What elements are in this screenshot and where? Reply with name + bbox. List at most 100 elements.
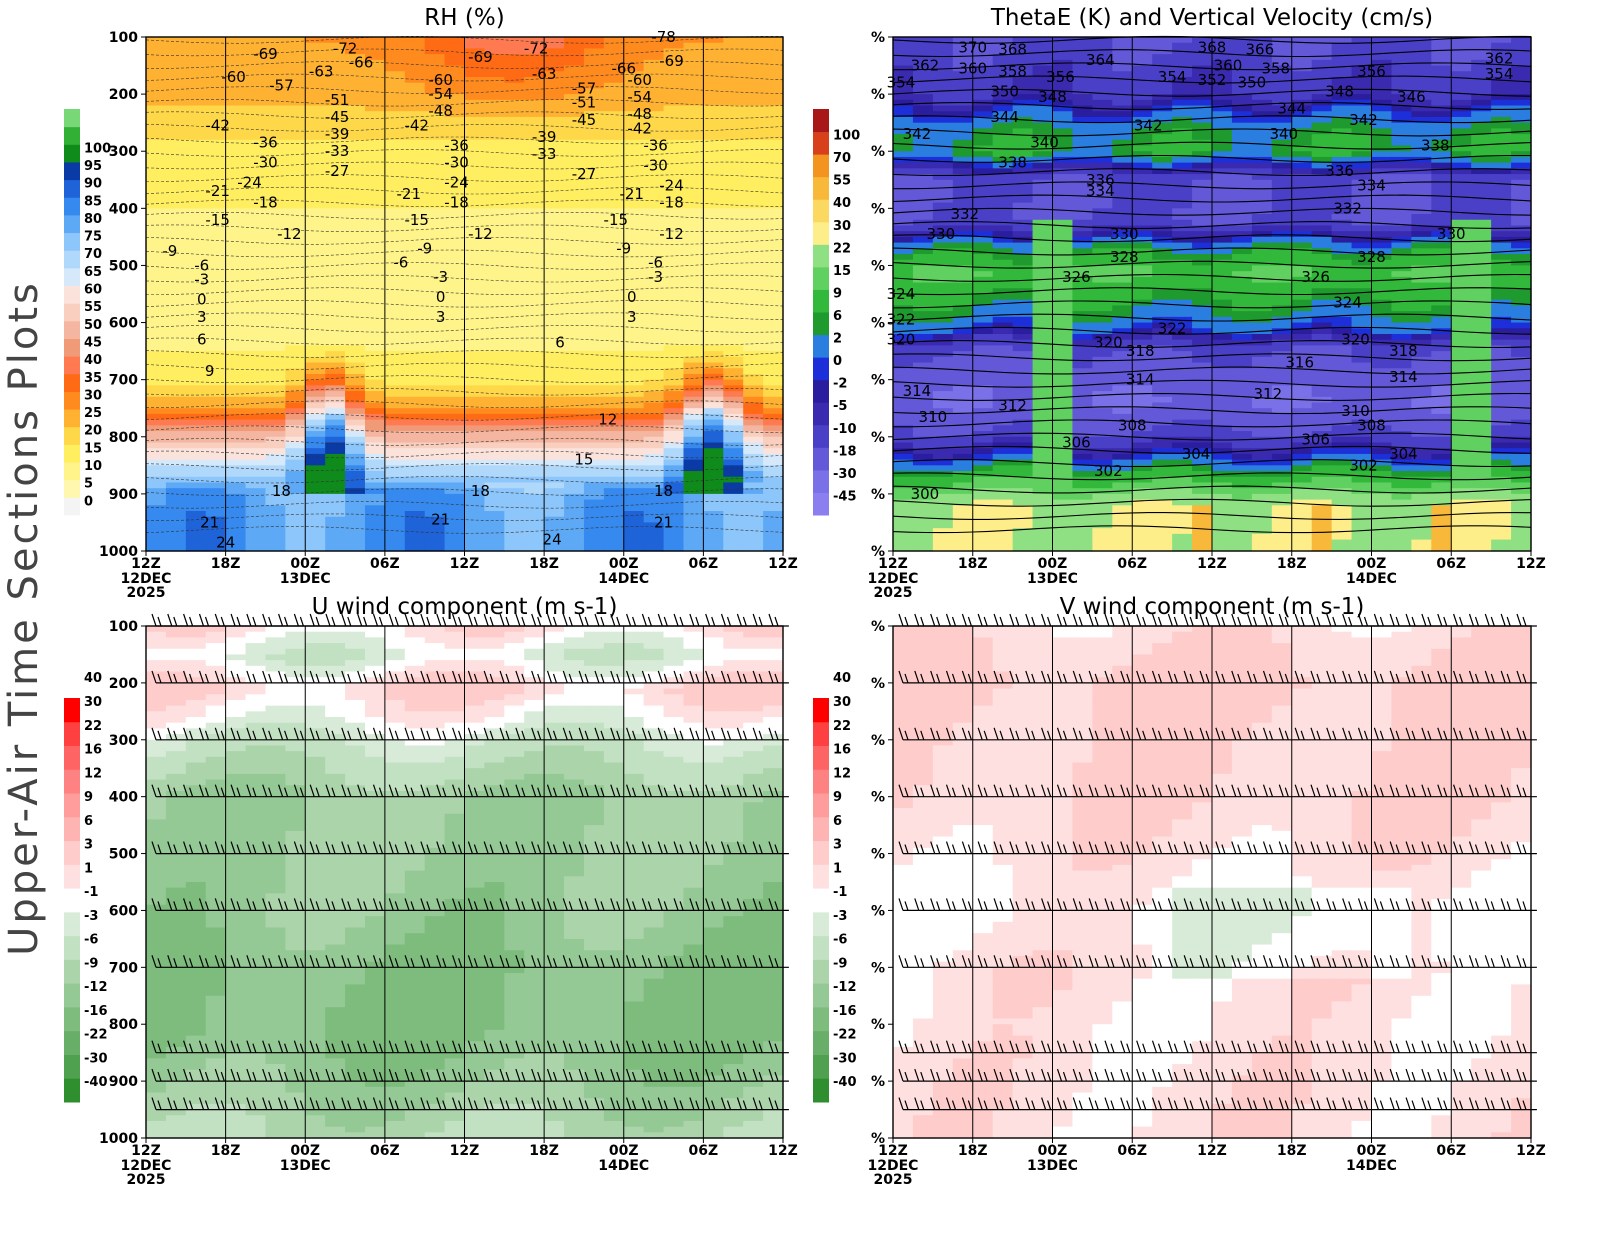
colorbar-label: 16 <box>833 743 851 758</box>
contour-label: 314 <box>903 382 932 400</box>
contour-label: 300 <box>911 485 940 503</box>
contour-label: -60 <box>627 71 652 89</box>
colorbar-label: -3 <box>833 909 847 924</box>
colorbar-label: 55 <box>84 300 102 315</box>
colorbar-label: 30 <box>84 388 102 403</box>
contour-label: -45 <box>325 108 350 126</box>
colorbar-label: 0 <box>833 354 842 369</box>
colorbar-label: -30 <box>833 1051 857 1066</box>
x-tick-label: 12Z <box>878 1143 908 1159</box>
chart-title: U wind component (m s-1) <box>312 594 618 620</box>
contour-label: 15 <box>574 451 593 469</box>
contour-label: -39 <box>325 125 350 143</box>
contour-label: -3 <box>648 268 663 286</box>
contour-label: -33 <box>532 145 557 163</box>
panel-1: -78-72-72-69-69-69-66-66-63-63-60-60-60-… <box>64 5 798 601</box>
contour-label: -36 <box>253 134 278 152</box>
colorbar-swatch <box>813 864 829 888</box>
x-tick-label: 00Z <box>609 1143 639 1159</box>
colorbar-label: -9 <box>833 956 847 971</box>
x-date-label: 2025 <box>127 585 166 601</box>
contour-label: 320 <box>887 331 916 349</box>
contour-label: 326 <box>1062 268 1091 286</box>
colorbar-swatch <box>64 817 80 841</box>
x-date-label: 14DEC <box>1346 571 1397 587</box>
colorbar-label: -22 <box>833 1028 857 1043</box>
contour-label: 0 <box>197 291 207 309</box>
contour-label: 340 <box>1030 134 1059 152</box>
y-tick-label: % <box>871 790 885 806</box>
contour-label: 368 <box>998 41 1027 59</box>
chart-title: RH (%) <box>424 5 504 31</box>
colorbar-label: 1 <box>84 861 93 876</box>
x-tick-label: 12Z <box>1197 1143 1227 1159</box>
y-tick-label: % <box>871 960 885 976</box>
colorbar-label: 3 <box>84 838 93 853</box>
contour-label: 24 <box>216 533 235 551</box>
colorbar-label: 16 <box>84 743 102 758</box>
x-tick-label: 06Z <box>1117 1143 1147 1159</box>
colorbar-label: -30 <box>84 1051 108 1066</box>
contour-label: 314 <box>1389 368 1418 386</box>
y-tick-label: % <box>871 487 885 503</box>
x-tick-label: 06Z <box>1436 1143 1466 1159</box>
colorbar-swatch <box>813 109 829 132</box>
colorbar-swatch <box>64 864 80 888</box>
colorbar-label: -5 <box>833 399 847 414</box>
contour-label: 334 <box>1357 176 1386 194</box>
colorbar-label: -1 <box>833 885 847 900</box>
colorbar-label: 45 <box>84 335 102 350</box>
y-tick-label: 900 <box>109 487 138 503</box>
contour-label: 330 <box>1437 225 1466 243</box>
colorbar-swatch <box>813 335 829 358</box>
colorbar-label: -16 <box>84 1004 108 1019</box>
y-tick-label: % <box>871 1074 885 1090</box>
colorbar-label: -9 <box>84 956 98 971</box>
colorbar-swatch <box>64 983 80 1007</box>
y-tick-label: 600 <box>109 316 138 332</box>
contour-label: -42 <box>205 117 230 135</box>
colorbar-swatch <box>64 959 80 983</box>
colorbar-swatch <box>813 492 829 515</box>
colorbar-swatch <box>813 983 829 1007</box>
contour-label: -69 <box>253 45 278 63</box>
contour-label: 346 <box>1397 88 1426 106</box>
x-tick-label: 12Z <box>1516 556 1546 572</box>
colorbar-label: 12 <box>833 766 851 781</box>
contour-label: -39 <box>532 128 557 146</box>
contour-label: -45 <box>572 111 597 129</box>
colorbar-label: 70 <box>833 151 851 166</box>
y-axis: %%%%%%%%%% <box>871 619 893 1147</box>
contour-label: 366 <box>1246 41 1275 59</box>
contour-label: 326 <box>1301 268 1330 286</box>
x-tick-label: 12Z <box>450 1143 480 1159</box>
contour-label: -51 <box>572 94 597 112</box>
contour-label: 370 <box>958 38 987 56</box>
contour-label: -57 <box>269 77 294 95</box>
y-tick-label: % <box>871 1017 885 1033</box>
colorbar-label: 9 <box>833 790 842 805</box>
contour-label: -12 <box>468 225 493 243</box>
x-date-label: 13DEC <box>280 571 331 587</box>
contour-label: 354 <box>1158 68 1187 86</box>
colorbar-swatch <box>64 233 80 251</box>
colorbar-label: -18 <box>833 444 857 459</box>
contour-label: -63 <box>309 62 334 80</box>
colorbar-swatch <box>64 321 80 339</box>
colorbar-label: -1 <box>84 885 98 900</box>
contour-label: 21 <box>654 513 673 531</box>
contour-label: -9 <box>417 239 432 257</box>
contour-label: 304 <box>1389 445 1418 463</box>
contour-label: 306 <box>1301 431 1330 449</box>
colorbar-swatch <box>813 769 829 793</box>
x-tick-label: 18Z <box>958 556 988 572</box>
contour-label: -21 <box>205 182 230 200</box>
colorbar-label: 85 <box>84 194 102 209</box>
colorbar-swatch <box>813 199 829 222</box>
contour-label: 344 <box>1277 99 1306 117</box>
colorbar-label: 80 <box>84 212 102 227</box>
x-tick-label: 18Z <box>958 1143 988 1159</box>
colorbar-swatch <box>64 1078 80 1102</box>
colorbar-label: 12 <box>84 766 102 781</box>
